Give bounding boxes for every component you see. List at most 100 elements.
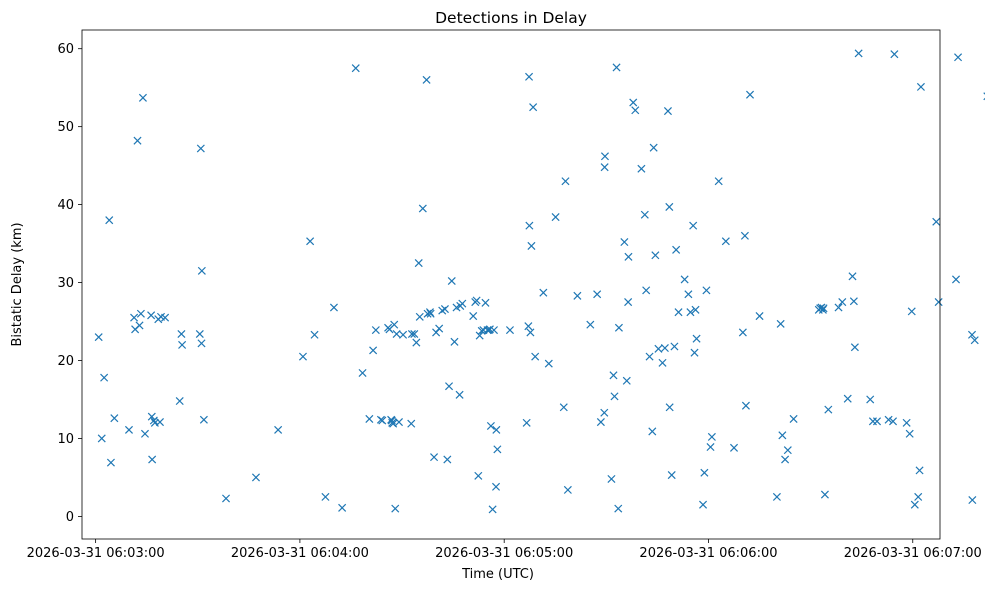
data-point: [905, 429, 914, 438]
data-point: [455, 390, 464, 399]
data-point: [531, 352, 540, 361]
data-point: [610, 392, 619, 401]
data-point: [177, 329, 186, 339]
data-point: [622, 376, 631, 385]
data-point: [505, 326, 515, 335]
data-point: [425, 308, 434, 317]
data-point: [525, 221, 534, 230]
data-point: [888, 417, 898, 426]
data-point: [902, 418, 911, 427]
data-point: [609, 371, 618, 380]
data-point: [474, 471, 483, 480]
data-point: [445, 382, 454, 391]
y-tick-label: 50: [57, 120, 74, 135]
data-point: [306, 237, 315, 246]
data-point: [149, 416, 158, 425]
data-point: [600, 152, 609, 161]
data-point: [640, 210, 649, 219]
x-tick-label: 2026-03-31 06:06:00: [639, 546, 777, 561]
data-point: [651, 251, 660, 260]
data-point: [488, 505, 497, 514]
data-point: [94, 333, 103, 342]
data-point: [475, 331, 484, 340]
data-point: [197, 339, 206, 348]
data-point: [660, 344, 669, 353]
data-point: [648, 427, 657, 436]
data-point: [834, 303, 843, 312]
data-point: [593, 290, 602, 299]
data-point: [365, 414, 374, 423]
data-point: [493, 445, 502, 454]
data-point: [196, 144, 205, 153]
data-point: [458, 299, 467, 308]
data-point: [539, 288, 548, 297]
data-point: [524, 322, 533, 331]
data-point: [371, 326, 380, 335]
data-point: [884, 415, 893, 424]
data-point: [866, 395, 875, 404]
data-point: [819, 304, 828, 313]
data-point: [136, 309, 145, 318]
data-point: [563, 485, 572, 494]
data-point: [951, 275, 961, 284]
data-point: [721, 237, 730, 246]
data-point: [147, 412, 156, 421]
data-point: [600, 408, 609, 417]
data-point: [274, 425, 283, 434]
data-point: [559, 403, 568, 412]
data-point: [783, 446, 792, 455]
data-point: [221, 494, 231, 503]
data-point: [707, 432, 716, 441]
x-tick-label: 2026-03-31 06:04:00: [231, 546, 369, 561]
data-point: [614, 504, 623, 513]
data-point: [914, 492, 923, 501]
data-point: [140, 429, 150, 438]
data-point: [329, 303, 338, 312]
data-point: [706, 442, 715, 452]
y-tick-label: 0: [66, 510, 74, 525]
data-point: [469, 312, 478, 321]
data-point: [435, 324, 444, 333]
data-point: [699, 500, 708, 509]
data-point: [415, 312, 424, 321]
y-tick-label: 30: [57, 276, 74, 291]
data-point: [755, 312, 764, 321]
data-points: [94, 49, 985, 514]
data-point: [614, 323, 623, 332]
data-point: [849, 297, 858, 306]
plot-area: [82, 30, 940, 539]
data-point: [607, 474, 616, 484]
data-point: [642, 286, 651, 295]
data-point: [667, 471, 676, 480]
data-point: [850, 343, 859, 352]
data-point: [573, 291, 582, 300]
data-point: [689, 221, 698, 230]
data-point: [967, 330, 977, 339]
data-point: [407, 419, 416, 428]
data-point: [596, 418, 605, 427]
data-point: [443, 455, 452, 464]
data-point: [890, 50, 899, 59]
data-point: [389, 419, 398, 428]
x-tick-label: 2026-03-31 06:03:00: [27, 546, 165, 561]
data-point: [414, 259, 423, 268]
data-point: [741, 401, 750, 410]
data-point: [97, 434, 106, 443]
data-point: [629, 98, 638, 107]
data-point: [680, 275, 689, 284]
data-point: [105, 216, 114, 225]
data-point: [483, 326, 492, 335]
data-point: [670, 342, 679, 351]
data-point: [526, 328, 535, 337]
data-point: [525, 72, 534, 81]
data-point: [848, 272, 857, 281]
data-point: [351, 64, 360, 73]
data-point: [620, 237, 629, 247]
data-point: [358, 368, 367, 377]
data-point: [954, 53, 963, 62]
data-point: [489, 326, 499, 335]
data-point: [932, 217, 941, 226]
data-point: [133, 136, 142, 145]
plot-frame: [81, 29, 941, 540]
data-point: [544, 359, 553, 368]
